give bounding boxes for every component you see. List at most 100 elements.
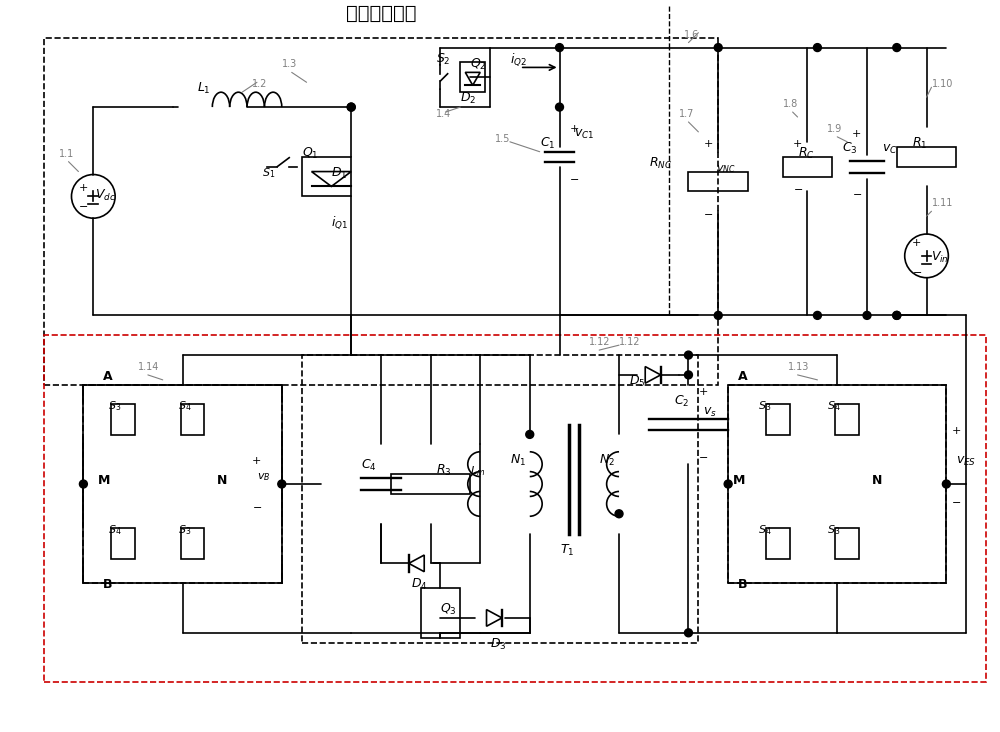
Text: +: + [78, 184, 88, 193]
Text: B: B [738, 578, 748, 591]
Text: +: + [569, 124, 579, 134]
Text: $S_4$: $S_4$ [178, 400, 191, 414]
Bar [835, 528, 859, 559]
Circle shape [526, 430, 534, 438]
Circle shape [813, 311, 821, 319]
Text: $v_B$: $v_B$ [257, 471, 270, 483]
Bar [728, 385, 946, 583]
Text: $D_4$: $D_4$ [411, 577, 427, 592]
Text: 1.9: 1.9 [827, 124, 843, 134]
Text: B: B [103, 578, 113, 591]
Bar [83, 385, 282, 583]
Text: $-$: $-$ [703, 208, 713, 218]
Text: $Q_1$: $Q_1$ [302, 146, 318, 161]
Text: $T_1$: $T_1$ [560, 542, 574, 558]
Text: $Q_2$: $Q_2$ [470, 56, 487, 72]
Text: $D_3$: $D_3$ [490, 637, 507, 651]
Text: $C_3$: $C_3$ [842, 141, 858, 156]
Text: $-$: $-$ [78, 201, 89, 210]
Text: 1.11: 1.11 [931, 198, 953, 209]
Circle shape [813, 44, 821, 51]
Text: 1.6: 1.6 [684, 30, 699, 40]
Circle shape [347, 103, 355, 111]
Text: $i_{Q1}$: $i_{Q1}$ [331, 214, 348, 231]
Text: +: + [912, 238, 921, 248]
Text: $v_{NC}$: $v_{NC}$ [716, 163, 736, 176]
Text: $S_2$: $S_2$ [436, 51, 450, 67]
Bar [181, 528, 204, 559]
Text: 1.14: 1.14 [138, 362, 159, 372]
Polygon shape [312, 171, 351, 187]
Text: $N_1$: $N_1$ [510, 453, 526, 468]
Circle shape [714, 44, 722, 51]
Bar [688, 171, 748, 191]
Circle shape [556, 103, 563, 111]
Circle shape [684, 629, 692, 637]
Polygon shape [409, 555, 424, 572]
Text: N: N [217, 474, 228, 487]
Text: $v_C$: $v_C$ [882, 143, 897, 156]
Circle shape [863, 311, 871, 319]
Text: $L_1$: $L_1$ [197, 81, 211, 97]
Circle shape [942, 480, 950, 488]
Text: $S_3$: $S_3$ [827, 523, 841, 537]
Text: $-$: $-$ [793, 184, 803, 193]
Circle shape [724, 480, 732, 488]
Polygon shape [645, 367, 661, 384]
Circle shape [79, 480, 87, 488]
Text: $C_2$: $C_2$ [674, 394, 689, 408]
Text: $-$: $-$ [912, 266, 922, 276]
Text: $S_3$: $S_3$ [178, 523, 191, 537]
Text: $D_5$: $D_5$ [629, 374, 645, 389]
Text: $-$: $-$ [252, 501, 262, 511]
Text: $R_C$: $R_C$ [798, 146, 814, 161]
Bar [302, 157, 351, 196]
Text: $V_{in}$: $V_{in}$ [931, 250, 949, 265]
Text: $L_m$: $L_m$ [470, 464, 485, 478]
Text: $i_{Q2}$: $i_{Q2}$ [510, 51, 527, 67]
Bar [391, 474, 470, 494]
Circle shape [893, 44, 901, 51]
Bar [460, 62, 485, 92]
Text: $S_4$: $S_4$ [758, 523, 772, 537]
Bar [421, 589, 460, 638]
Bar [835, 403, 859, 436]
Circle shape [893, 311, 901, 319]
Text: $S_4$: $S_4$ [108, 523, 122, 537]
Text: 1.5: 1.5 [495, 134, 510, 143]
Text: 直流电力弹簧: 直流电力弹簧 [346, 4, 416, 23]
Text: M: M [733, 474, 745, 487]
Text: M: M [98, 474, 111, 487]
Text: $C_1$: $C_1$ [540, 135, 555, 151]
Polygon shape [487, 610, 502, 627]
Text: 1.2: 1.2 [252, 79, 267, 89]
Bar [111, 528, 135, 559]
Text: $N_2$: $N_2$ [599, 453, 615, 468]
Bar [766, 403, 790, 436]
Bar [44, 37, 718, 385]
Circle shape [556, 44, 563, 51]
Bar [897, 146, 956, 167]
Text: $v_{ES}$: $v_{ES}$ [956, 455, 976, 468]
Circle shape [615, 509, 623, 518]
Text: +: + [852, 129, 862, 139]
Text: 1.4: 1.4 [436, 109, 451, 119]
Text: $-$: $-$ [951, 496, 961, 506]
Circle shape [714, 311, 722, 319]
Bar [783, 157, 832, 176]
Text: 1.8: 1.8 [783, 99, 798, 109]
Text: $D_2$: $D_2$ [460, 91, 477, 106]
Text: A: A [738, 370, 748, 383]
Text: $C_4$: $C_4$ [361, 458, 377, 474]
Text: $v_{C1}$: $v_{C1}$ [574, 128, 595, 141]
Text: $S_3$: $S_3$ [108, 400, 122, 414]
Text: $S_3$: $S_3$ [758, 400, 771, 414]
Bar [44, 335, 986, 682]
Text: +: + [252, 456, 261, 466]
Text: +: + [703, 139, 713, 149]
Circle shape [684, 371, 692, 379]
Text: N: N [872, 474, 882, 487]
Bar [181, 403, 204, 436]
Text: $-$: $-$ [698, 451, 709, 461]
Text: +: + [698, 386, 708, 397]
